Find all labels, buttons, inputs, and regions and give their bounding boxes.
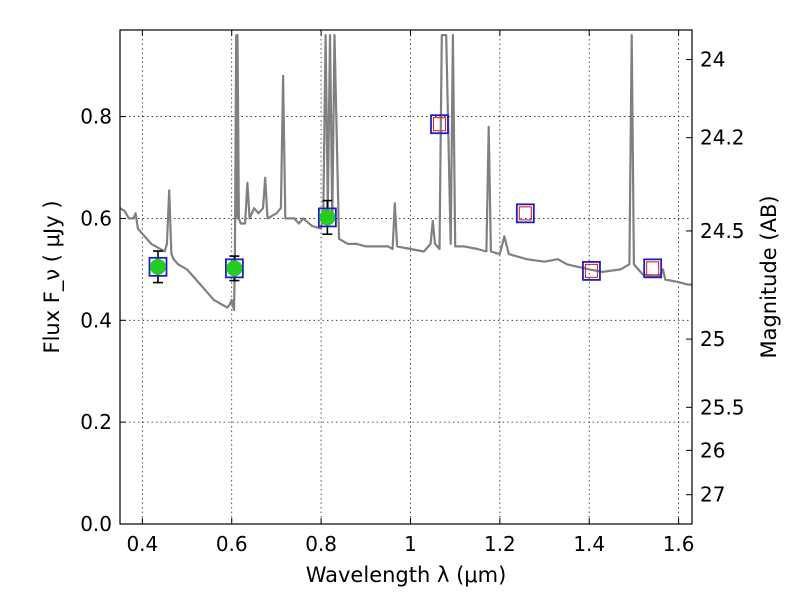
mag-tick-label: 24.5 <box>700 219 745 243</box>
y-tick-label: 0.2 <box>80 410 112 434</box>
marker-layer <box>148 114 663 284</box>
mag-tick-label: 24 <box>700 48 725 72</box>
mag-tick-label: 24.2 <box>700 126 745 150</box>
model-square <box>317 207 337 228</box>
plot-frame <box>119 29 693 525</box>
x-axis-label: Wavelength λ (μm) <box>306 563 507 587</box>
model-square <box>643 258 663 279</box>
mag-tick-label: 27 <box>700 483 725 507</box>
sed-model-line <box>120 34 692 312</box>
x-tick-label: 1 <box>404 532 417 556</box>
model-square <box>148 256 168 277</box>
x-tick-label: 1.6 <box>663 532 695 556</box>
model-square-inner <box>646 261 660 276</box>
y-axis-label: Flux F_ν ( μJy ) <box>40 200 65 353</box>
y-tick-label: 0.8 <box>80 105 112 129</box>
model-square <box>515 203 535 224</box>
y-tick-label: 0.4 <box>80 308 112 332</box>
x-tick-label: 1.2 <box>484 532 516 556</box>
y-tick-label: 0.0 <box>80 512 112 536</box>
observed-point <box>149 258 166 275</box>
observed-point <box>226 260 243 277</box>
grid-layer <box>120 30 692 525</box>
model-square-inner <box>584 263 599 278</box>
x-tick-label: 0.8 <box>305 532 337 556</box>
tick-layer: 0.4 0.6 0.8 1 1.2 1.4 1.6 0.0 0.2 0.4 0.6 0.8 24 24.2… <box>80 30 745 556</box>
model-square <box>582 260 601 281</box>
x-tick-label: 0.4 <box>126 532 158 556</box>
observed-point <box>319 209 336 226</box>
x-tick-label: 0.6 <box>216 532 248 556</box>
mag-tick-label: 25.5 <box>700 395 745 419</box>
model-square <box>224 258 244 279</box>
x-tick-label: 1.4 <box>573 532 605 556</box>
model-square-inner <box>432 117 447 132</box>
mag-tick-label: 25 <box>700 327 725 351</box>
model-square-inner <box>518 206 532 221</box>
model-square <box>430 114 449 135</box>
y-axis-right-label: Magnitude (AB) <box>757 195 781 358</box>
y-tick-label: 0.6 <box>80 206 112 230</box>
plot-area <box>120 34 692 312</box>
mag-tick-label: 26 <box>700 438 725 462</box>
